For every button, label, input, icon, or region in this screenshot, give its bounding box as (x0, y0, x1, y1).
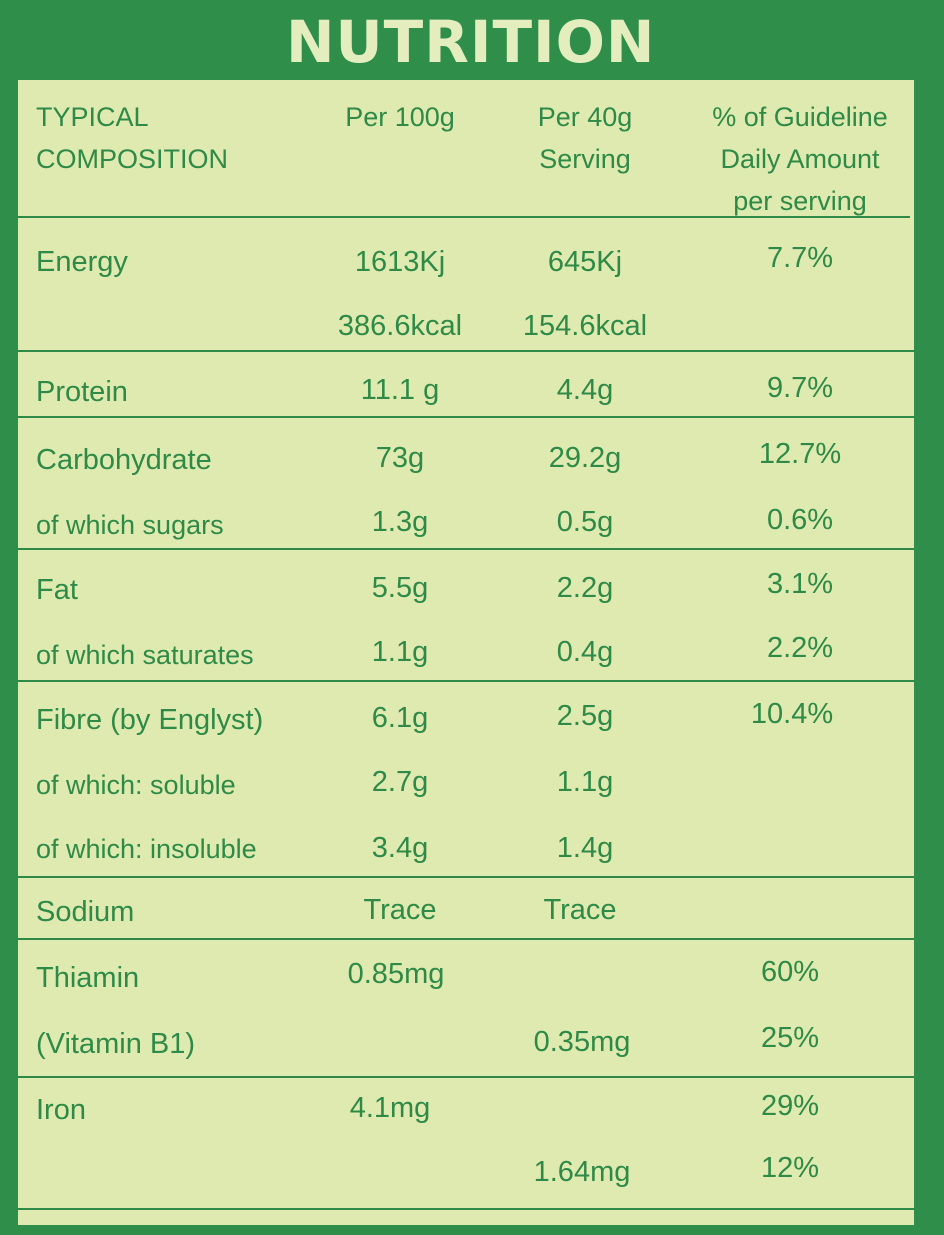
rule-sodium (18, 938, 914, 940)
row-per-40g: 1.64mg (533, 1156, 631, 1188)
row-label: Iron (36, 1094, 86, 1126)
row-per-40g: 1.1g (556, 766, 614, 798)
header-gda: % of Guideline Daily Amount per serving (712, 102, 888, 216)
row-per-100g: 5.5g (371, 572, 429, 604)
rule-header (18, 216, 910, 218)
header-composition: TYPICAL COMPOSITION (36, 102, 229, 174)
row-label: Carbohydrate (36, 444, 212, 476)
row-label: Protein (36, 376, 128, 408)
row-label: Sodium (36, 896, 135, 928)
row-label: Fibre (by Englyst) (36, 704, 264, 736)
rule-protein (18, 416, 914, 418)
row-per-40g: 0.5g (556, 506, 614, 538)
title-bar: NUTRITION (18, 0, 914, 80)
row-per-100g: 3.4g (371, 832, 429, 864)
row-per-40g: 2.5g (556, 700, 614, 732)
row-gda: 2.2% (766, 632, 834, 664)
row-gda: 25% (760, 1022, 820, 1054)
header-per-100g: Per 100g (345, 102, 455, 132)
rule-thiamin (18, 1076, 914, 1078)
row-gda: 7.7% (766, 242, 834, 274)
row-per-100g: 4.1mg (349, 1092, 431, 1124)
row-per-100g: 1613Kj (354, 246, 446, 278)
row-label: (Vitamin B1) (36, 1028, 196, 1060)
row-per-40g: 0.35mg (533, 1026, 631, 1058)
row-gda: 12.7% (758, 438, 842, 470)
row-per-40g: Trace (543, 894, 617, 926)
row-per-40g: 0.4g (556, 636, 614, 668)
row-label: of which saturates (36, 640, 254, 670)
row-per-100g: 0.85mg (347, 958, 445, 990)
row-per-100g: 11.1 g (360, 374, 440, 406)
row-per-100g: 1.3g (371, 506, 429, 538)
row-gda: 9.7% (766, 372, 834, 404)
row-per-40g: 29.2g (548, 442, 622, 474)
rule-carbohydrate (18, 548, 914, 550)
row-label: of which: soluble (36, 770, 236, 800)
row-label: of which sugars (36, 510, 224, 540)
row-per-40g: 2.2g (556, 572, 614, 604)
row-gda: 60% (760, 956, 820, 988)
row-per-100g: 73g (375, 442, 425, 474)
header-per-40g: Per 40g Serving (537, 102, 633, 174)
row-per-100g: 1.1g (371, 636, 429, 668)
panel-title: NUTRITION (286, 8, 656, 76)
rule-fat (18, 680, 914, 682)
row-gda: 10.4% (750, 698, 834, 730)
row-label: Fat (36, 574, 78, 606)
rule-energy (18, 350, 914, 352)
row-gda: 12% (760, 1152, 820, 1184)
row-per-100g: 6.1g (371, 702, 429, 734)
row-per-40g: 645Kj (547, 246, 623, 278)
table-area (18, 80, 914, 1225)
row-per-100g: Trace (363, 894, 437, 926)
row-per-100g: 386.6kcal (337, 310, 463, 342)
row-label: Thiamin (36, 962, 140, 994)
row-per-40g: 1.4g (556, 832, 614, 864)
row-per-40g: 4.4g (556, 374, 614, 406)
rule-iron (18, 1208, 914, 1210)
row-label: of which: insoluble (36, 834, 257, 864)
rule-fibre (18, 876, 914, 878)
row-per-40g: 154.6kcal (522, 310, 648, 342)
row-label: Energy (36, 246, 128, 278)
row-gda: 0.6% (766, 504, 834, 536)
row-per-100g: 2.7g (371, 766, 429, 798)
row-gda: 3.1% (766, 568, 834, 600)
row-gda: 29% (760, 1090, 820, 1122)
